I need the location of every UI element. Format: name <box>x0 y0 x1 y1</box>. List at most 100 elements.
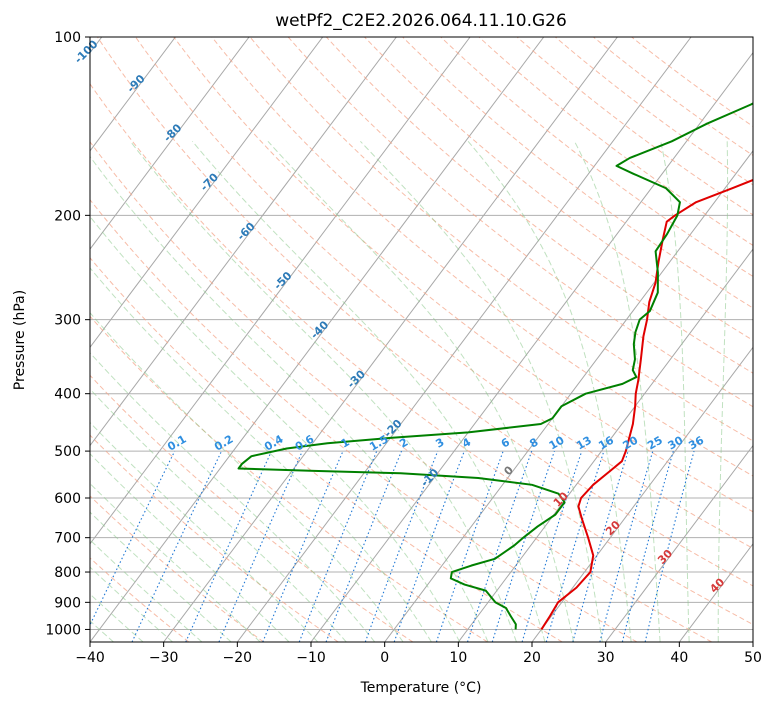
isotherm-label: -90 <box>124 72 147 95</box>
dry-adiabat-line <box>90 83 753 626</box>
y-tick-label: 600 <box>54 491 81 507</box>
isotherm-line <box>457 248 753 642</box>
mixing-ratio-label: 4 <box>460 435 473 450</box>
isotherm-line <box>90 37 397 447</box>
isotherm-label: 40 <box>707 575 727 595</box>
moist-adiabat-line <box>90 539 203 642</box>
isotherm-line <box>384 150 753 642</box>
dry-adiabat-line <box>135 37 753 549</box>
isotherm-label: 20 <box>603 518 623 538</box>
y-tick-label: 300 <box>54 313 81 329</box>
moist-adiabat-line <box>90 482 261 642</box>
mixing-ratio-line <box>621 450 674 642</box>
mixing-ratio-label: 30 <box>666 433 686 452</box>
dry-adiabat-line <box>90 257 563 642</box>
moist-adiabat-line <box>574 141 661 642</box>
x-tick-label: 50 <box>744 650 762 666</box>
isotherm-line <box>752 641 753 642</box>
moist-adiabat-line <box>90 566 173 642</box>
moist-adiabat-line <box>467 140 632 642</box>
mixing-ratio-line <box>644 450 695 642</box>
dry-adiabat-line <box>211 37 753 477</box>
chart-title: wetPf2_C2E2.2026.064.11.10.G26 <box>275 11 567 31</box>
mixing-ratio-label: 10 <box>547 433 567 452</box>
x-tick-label: −40 <box>75 650 105 666</box>
moist-adiabat-line <box>90 267 432 642</box>
dewpoint-line <box>237 102 753 630</box>
moist-adiabat-line <box>90 215 461 642</box>
mixing-ratio-label: 36 <box>686 433 706 452</box>
isotherm-line <box>90 37 545 642</box>
mixing-ratio-line <box>262 450 344 642</box>
moist-adiabat-line <box>90 453 290 642</box>
x-tick-label: 20 <box>523 650 541 666</box>
dry-adiabat-line <box>90 557 190 642</box>
mixing-ratio-line <box>218 450 303 642</box>
temperature-line <box>540 178 753 630</box>
y-tick-label: 100 <box>54 30 81 46</box>
x-tick-label: −20 <box>223 650 253 666</box>
dry-adiabat-line <box>90 141 712 642</box>
moist-adiabat-line <box>90 312 404 642</box>
isotherm-line <box>90 37 324 349</box>
moist-adiabat-line <box>90 352 376 642</box>
isotherm-line <box>90 37 471 545</box>
moist-adiabat-line <box>267 140 575 642</box>
moist-adiabat-line <box>90 388 347 642</box>
y-tick-label: 1000 <box>45 622 81 638</box>
y-tick-label: 200 <box>54 208 81 224</box>
dry-adiabat-line <box>593 37 753 157</box>
dry-adiabat-line <box>90 198 638 642</box>
mixing-ratio-line <box>131 450 223 642</box>
dry-adiabat-line <box>478 37 753 246</box>
mixing-ratio-label: 0.2 <box>212 433 235 454</box>
isotherm-line <box>90 37 250 250</box>
mixing-ratio-label: 1 <box>339 436 352 451</box>
grid-layer <box>90 37 753 642</box>
isotherm-line <box>236 37 692 642</box>
mixing-ratio-line <box>466 450 533 642</box>
mixing-ratio-line <box>364 450 439 642</box>
isotherm-line <box>678 542 753 642</box>
mixing-ratio-line <box>90 450 176 627</box>
isotherm-line <box>163 37 618 642</box>
x-tick-label: 0 <box>380 650 389 666</box>
mixing-ratio-label: 6 <box>499 435 512 450</box>
isotherm-label: 30 <box>655 547 675 567</box>
axis-layer: −40 −30 −20 −10 0 10 20 30 40 5010020030040050060… <box>45 30 762 666</box>
mixing-ratio-label: 16 <box>596 433 616 452</box>
y-tick-label: 900 <box>54 595 81 611</box>
mixing-ratio-line <box>393 450 465 642</box>
isotherm-label: -30 <box>345 367 368 390</box>
isotherm-label: -70 <box>198 170 221 193</box>
moist-adiabat-line <box>191 140 546 642</box>
y-axis-label: Pressure (hPa) <box>12 290 28 390</box>
x-tick-label: 10 <box>449 650 467 666</box>
y-tick-label: 500 <box>54 444 81 460</box>
mixing-ratio-line <box>435 450 504 642</box>
y-tick-label: 700 <box>54 531 81 547</box>
dry-adiabat-line <box>249 37 753 442</box>
dry-adiabat-line <box>90 495 264 642</box>
isotherm-line <box>531 346 753 642</box>
isotherm-label: -50 <box>271 269 294 292</box>
moist-adiabat-line <box>660 141 690 642</box>
isotherm-line <box>605 444 753 642</box>
x-axis-label: Temperature (°C) <box>360 680 482 696</box>
x-tick-label: 40 <box>670 650 688 666</box>
mixing-ratio-line <box>572 450 629 642</box>
moist-adiabat-line <box>717 141 729 642</box>
mixing-ratio-line <box>298 450 378 642</box>
y-tick-label: 800 <box>54 565 81 581</box>
plot-frame <box>89 36 754 643</box>
mixing-ratio-label: 13 <box>574 434 594 453</box>
x-tick-label: 30 <box>597 650 615 666</box>
moist-adiabat-line <box>360 140 603 642</box>
dry-adiabat-line <box>90 374 414 642</box>
isotherm-label: -60 <box>235 220 258 243</box>
mixing-ratio-line <box>185 450 273 642</box>
mixing-ratio-line <box>325 450 403 642</box>
dry-adiabat-line <box>402 37 753 309</box>
mixing-ratio-label: 3 <box>433 436 446 451</box>
